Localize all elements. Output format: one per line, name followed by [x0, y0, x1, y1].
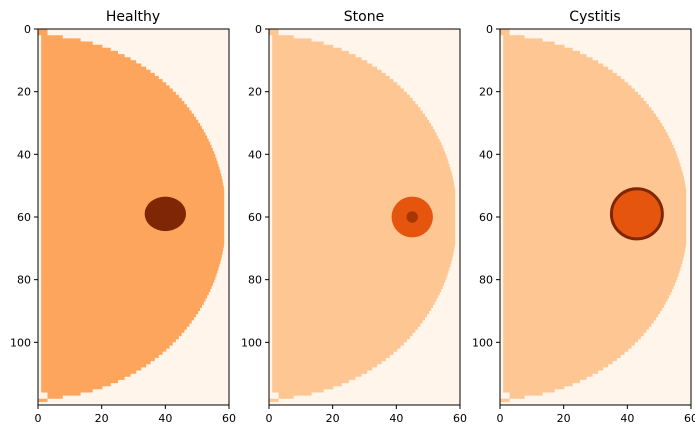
panel-healthy: Healthy 0 20 40 60 0 20 40 60 80 100 [10, 9, 236, 425]
y-tick-label: 100 [241, 336, 262, 349]
x-tick-label: 60 [222, 412, 236, 425]
y-tick-label: 80 [17, 274, 31, 287]
x-tick-label: 60 [684, 412, 695, 425]
panel-cystitis: Cystitis 0 20 40 60 0 20 40 60 80 100 [472, 9, 695, 425]
y-tick-label: 20 [248, 86, 262, 99]
y-tick-label: 40 [248, 148, 262, 161]
y-tick-label: 20 [479, 86, 493, 99]
y-tick-label: 40 [479, 148, 493, 161]
panel-title: Healthy [106, 9, 160, 25]
panel-title: Stone [344, 9, 384, 25]
y-tick-label: 60 [248, 211, 262, 224]
y-tick-label: 40 [17, 148, 31, 161]
y-tick-label: 80 [479, 274, 493, 287]
tissue-region [269, 29, 456, 402]
y-tick-label: 100 [10, 336, 31, 349]
lesion-core-mark [406, 211, 418, 223]
y-tick-label: 0 [255, 23, 262, 36]
y-tick-label: 60 [479, 211, 493, 224]
lesion-mark [609, 187, 664, 241]
tissue-region [38, 29, 225, 402]
x-tick-label: 20 [557, 412, 571, 425]
x-tick-label: 40 [158, 412, 172, 425]
lesion-mark [144, 196, 187, 232]
y-tick-label: 60 [17, 211, 31, 224]
y-tick-label: 0 [486, 23, 493, 36]
x-tick-label: 20 [326, 412, 340, 425]
x-tick-label: 20 [95, 412, 109, 425]
x-tick-label: 40 [389, 412, 403, 425]
x-tick-label: 40 [620, 412, 634, 425]
y-tick-label: 0 [24, 23, 31, 36]
x-tick-label: 0 [266, 412, 273, 425]
panel-title: Cystitis [569, 9, 620, 25]
x-tick-label: 60 [453, 412, 467, 425]
panel-stone: Stone 0 20 40 60 0 20 40 60 80 100 [241, 9, 467, 425]
y-tick-label: 100 [472, 336, 493, 349]
x-tick-label: 0 [497, 412, 504, 425]
x-tick-label: 0 [35, 412, 42, 425]
tissue-region [500, 29, 687, 402]
y-tick-label: 80 [248, 274, 262, 287]
y-tick-label: 20 [17, 86, 31, 99]
